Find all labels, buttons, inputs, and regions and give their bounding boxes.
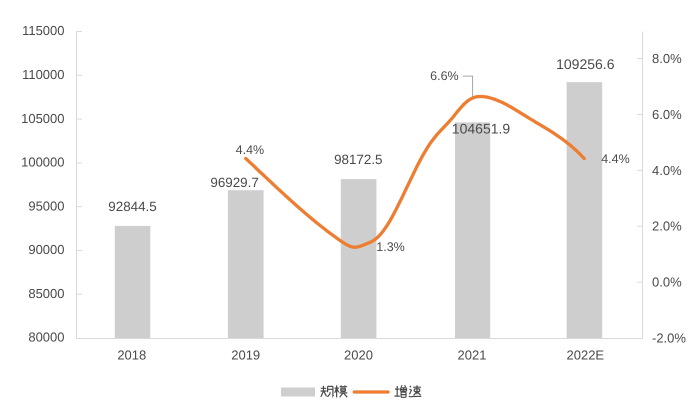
svg-text:115000: 115000 [22,23,64,38]
svg-text:2.0%: 2.0% [652,219,682,234]
svg-text:92844.5: 92844.5 [108,199,156,214]
svg-text:80000: 80000 [28,330,64,345]
svg-text:2020: 2020 [344,348,373,363]
svg-text:2019: 2019 [231,348,260,363]
svg-text:-2.0%: -2.0% [652,331,686,346]
svg-text:4.0%: 4.0% [652,163,682,178]
svg-text:105000: 105000 [21,111,64,126]
svg-text:2018: 2018 [117,348,146,363]
svg-text:4.4%: 4.4% [601,152,630,166]
svg-text:96929.7: 96929.7 [210,175,258,190]
svg-text:1.3%: 1.3% [376,240,405,254]
svg-text:109256.6: 109256.6 [556,56,615,72]
svg-text:85000: 85000 [28,286,64,301]
svg-text:104651.9: 104651.9 [452,121,511,137]
svg-text:0.0%: 0.0% [652,275,682,290]
svg-text:90000: 90000 [28,242,64,257]
svg-text:2022E: 2022E [567,348,605,363]
svg-text:110000: 110000 [22,67,64,82]
svg-text:98172.5: 98172.5 [334,152,382,167]
svg-text:4.4%: 4.4% [236,143,265,157]
svg-text:100000: 100000 [21,155,64,170]
svg-text:8.0%: 8.0% [652,51,682,66]
svg-text:2021: 2021 [458,348,487,363]
svg-text:6.0%: 6.0% [652,107,682,122]
svg-text:6.6%: 6.6% [430,69,459,83]
svg-text:95000: 95000 [28,198,64,213]
